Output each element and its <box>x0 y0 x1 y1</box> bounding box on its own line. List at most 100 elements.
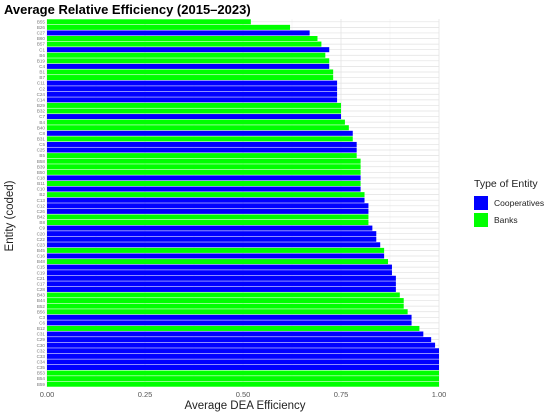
y-tick-label-C4: C4 <box>39 64 45 69</box>
bars <box>47 19 439 387</box>
bar-B31 <box>47 136 353 142</box>
y-tick-label-C22: C22 <box>37 237 46 242</box>
y-tick-label-B54: B54 <box>37 376 46 381</box>
bar-B43 <box>47 292 400 298</box>
y-tick-label-B26: B26 <box>37 25 46 30</box>
legend-swatch-banks <box>474 213 488 227</box>
bar-B6 <box>47 52 326 58</box>
bar-B59 <box>47 381 439 387</box>
bar-C16 <box>47 253 385 259</box>
y-tick-label-C7: C7 <box>39 114 45 119</box>
bar-C20 <box>47 231 377 237</box>
y-tick-label-B1: B1 <box>39 70 45 75</box>
y-tick-label-C12: C12 <box>37 203 46 208</box>
bar-C2 <box>47 86 338 92</box>
bar-B52 <box>47 303 404 309</box>
bar-B11 <box>47 180 361 186</box>
legend-title: Type of Entity <box>474 178 538 190</box>
y-tick-label-C15: C15 <box>37 265 46 270</box>
legend-swatch-cooperatives <box>474 196 488 210</box>
bar-C18 <box>47 175 361 181</box>
bar-C28 <box>47 286 396 292</box>
y-tick-label-B5: B5 <box>39 153 45 158</box>
y-tick-label-B7: B7 <box>39 75 45 80</box>
bar-B26 <box>47 24 291 30</box>
y-tick-label-C14: C14 <box>37 97 46 102</box>
y-tick-label-C5: C5 <box>39 142 45 147</box>
x-tick-label-0: 0.00 <box>40 390 55 399</box>
x-tick-label-3: 0.75 <box>334 390 349 399</box>
y-tick-label-C25: C25 <box>37 148 46 153</box>
bar-B4 <box>47 119 345 125</box>
y-tick-label-C32: C32 <box>37 348 46 353</box>
bar-B2 <box>47 192 365 198</box>
y-tick-label-B29: B29 <box>37 103 46 108</box>
bar-B40 <box>47 125 349 131</box>
y-tick-label-C31: C31 <box>37 332 46 337</box>
x-tick-label-1: 0.25 <box>138 390 153 399</box>
y-tick-label-B19: B19 <box>37 58 46 63</box>
bar-C13 <box>47 197 365 203</box>
y-tick-label-C28: C28 <box>37 287 46 292</box>
y-tick-label-C3: C3 <box>39 315 45 320</box>
bar-B7 <box>47 75 334 81</box>
y-tick-label-C16: C16 <box>37 254 46 259</box>
y-tick-label-C30: C30 <box>37 343 46 348</box>
bar-B42 <box>47 214 369 220</box>
legend-label-cooperatives: Cooperatives <box>494 198 544 208</box>
bar-B53 <box>47 370 439 376</box>
y-tick-label-C34: C34 <box>37 360 46 365</box>
bar-C31 <box>47 331 424 337</box>
bar-B57 <box>47 41 322 47</box>
x-tick-label-4: 1.00 <box>432 390 447 399</box>
bar-B58 <box>47 158 361 164</box>
y-tick-label-B52: B52 <box>37 304 46 309</box>
bar-C10 <box>47 186 361 192</box>
bar-C24 <box>47 91 338 97</box>
bar-B44 <box>47 298 404 304</box>
bar-C3 <box>47 314 412 320</box>
y-tick-label-C20: C20 <box>37 231 46 236</box>
bar-C27 <box>47 30 310 36</box>
y-tick-label-C10: C10 <box>37 187 46 192</box>
bar-C35 <box>47 364 439 370</box>
legend-items: Cooperatives Banks <box>474 196 544 227</box>
y-tick-label-C26: C26 <box>37 209 46 214</box>
bar-B54 <box>47 376 439 382</box>
y-axis-title: Entity (coded) <box>4 180 16 251</box>
chart-title: Average Relative Efficiency (2015–2023) <box>4 2 251 17</box>
bar-C19 <box>47 270 392 276</box>
y-tick-label-B48: B48 <box>37 259 46 264</box>
y-tick-label-B44: B44 <box>37 298 46 303</box>
bar-C33 <box>47 353 439 359</box>
y-tick-label-C35: C35 <box>37 365 46 370</box>
bar-C21 <box>47 275 396 281</box>
bar-C5 <box>47 141 357 147</box>
y-tick-label-B39: B39 <box>37 164 46 169</box>
bar-C17 <box>47 281 396 287</box>
y-tick-label-C24: C24 <box>37 92 46 97</box>
bar-C11 <box>47 80 338 86</box>
bar-C8 <box>47 130 353 136</box>
y-tick-label-B2: B2 <box>39 192 45 197</box>
x-tick-label-2: 0.50 <box>236 390 251 399</box>
x-tick-labels: 0.00 0.25 0.50 0.75 1.00 <box>40 390 447 399</box>
y-tick-label-C33: C33 <box>37 354 46 359</box>
y-tick-label-B31: B31 <box>37 136 46 141</box>
bar-C15 <box>47 264 392 270</box>
bar-B19 <box>47 58 330 64</box>
y-tick-label-B40: B40 <box>37 125 46 130</box>
y-tick-label-B59: B59 <box>37 382 46 387</box>
bar-C29 <box>47 337 432 343</box>
y-tick-label-C19: C19 <box>37 270 46 275</box>
y-tick-label-C8: C8 <box>39 131 45 136</box>
bar-C26 <box>47 208 369 214</box>
y-tick-label-C13: C13 <box>37 198 46 203</box>
y-tick-label-B56: B56 <box>37 309 46 314</box>
legend: Type of Entity Cooperatives Banks <box>474 178 544 227</box>
bar-C6 <box>47 320 412 326</box>
bar-C14 <box>47 97 338 103</box>
y-tick-label-B32: B32 <box>37 109 46 114</box>
bar-B12 <box>47 325 420 331</box>
